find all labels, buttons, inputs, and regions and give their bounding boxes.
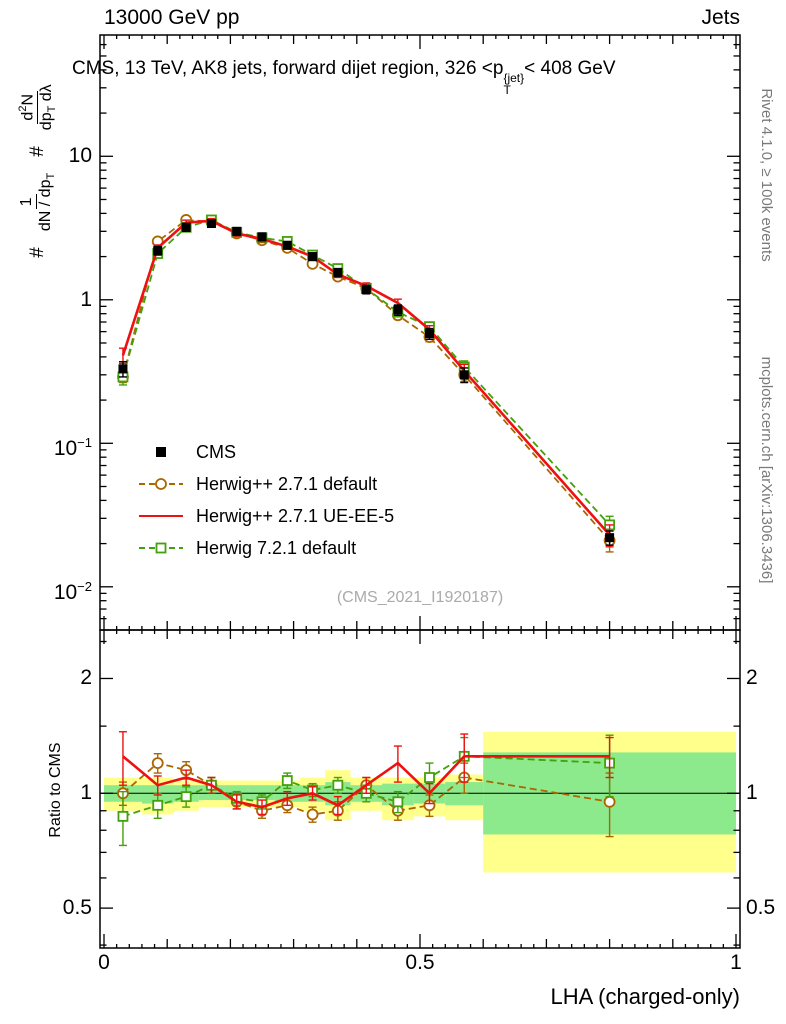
legend-item-cms: CMS bbox=[138, 437, 394, 467]
legend-marker-glyph bbox=[156, 447, 166, 457]
mcplots-reference-note: mcplots.cern.ch [arXiv:1306.3436] bbox=[758, 356, 775, 584]
legend-label-herwig7-default: Herwig 7.2.1 default bbox=[196, 537, 357, 558]
main-panel-series bbox=[117, 214, 616, 553]
pt-subscript: T bbox=[503, 83, 511, 97]
pt-jet-superscript: {jet} bbox=[503, 71, 525, 85]
plot-title: CMS, 13 TeV, AK8 jets, forward dijet reg… bbox=[72, 58, 772, 96]
legend: CMS Herwig++ 2.7.1 default Herwig++ 2.7.… bbox=[138, 437, 394, 563]
x-axis-label: LHA (charged-only) bbox=[550, 984, 740, 1009]
legend-label-cms: CMS bbox=[196, 441, 236, 462]
beam-energy-label: 13000 GeV pp bbox=[104, 6, 240, 29]
ratio-uncertainty-bands bbox=[104, 731, 736, 873]
pt-jet-stack: {jet} T bbox=[503, 72, 524, 96]
legend-item-herwigpp-ueee5: Herwig++ 2.7.1 UE-EE-5 bbox=[138, 501, 394, 531]
legend-item-herwigpp-default: Herwig++ 2.7.1 default bbox=[138, 469, 394, 499]
legend-label-herwigpp-ueee5: Herwig++ 2.7.1 UE-EE-5 bbox=[196, 505, 395, 526]
legend-marker-glyph bbox=[139, 478, 183, 490]
legend-label-herwigpp-default: Herwig++ 2.7.1 default bbox=[196, 473, 378, 494]
ratio-panel-series bbox=[117, 731, 616, 847]
cms-filled-square-icon bbox=[138, 443, 184, 461]
analysis-group-label: Jets bbox=[701, 6, 740, 29]
legend-marker-glyph bbox=[139, 542, 183, 554]
herwig7-default-open-square-icon bbox=[138, 539, 184, 557]
ratio-axis-label: Ratio to CMS bbox=[47, 742, 64, 838]
analysis-id-watermark: (CMS_2021_I1920187) bbox=[336, 589, 504, 606]
y-axis-label-main: # 1 dN / dpT # d2N dpT dλ bbox=[10, 20, 66, 320]
hash-symbol: # bbox=[27, 247, 48, 258]
herwigpp-default-open-circle-icon bbox=[138, 475, 184, 493]
legend-item-herwig7-default: Herwig 7.2.1 default bbox=[138, 533, 394, 563]
rivet-version-note: Rivet 4.1.0, ≥ 100k events bbox=[758, 88, 775, 262]
plot-title-range: < 408 GeV bbox=[524, 58, 616, 79]
hash-symbol: # bbox=[27, 146, 48, 157]
differential-fraction: d2N dpT dλ bbox=[16, 84, 59, 131]
normalization-fraction: 1 dN / dpT bbox=[17, 172, 58, 232]
herwigpp-ueee5-line-icon bbox=[138, 507, 184, 525]
ratio-panel-frame bbox=[99, 629, 741, 949]
plot-title-text: CMS, 13 TeV, AK8 jets, forward dijet reg… bbox=[72, 58, 504, 79]
legend-marker-glyph bbox=[139, 515, 183, 517]
